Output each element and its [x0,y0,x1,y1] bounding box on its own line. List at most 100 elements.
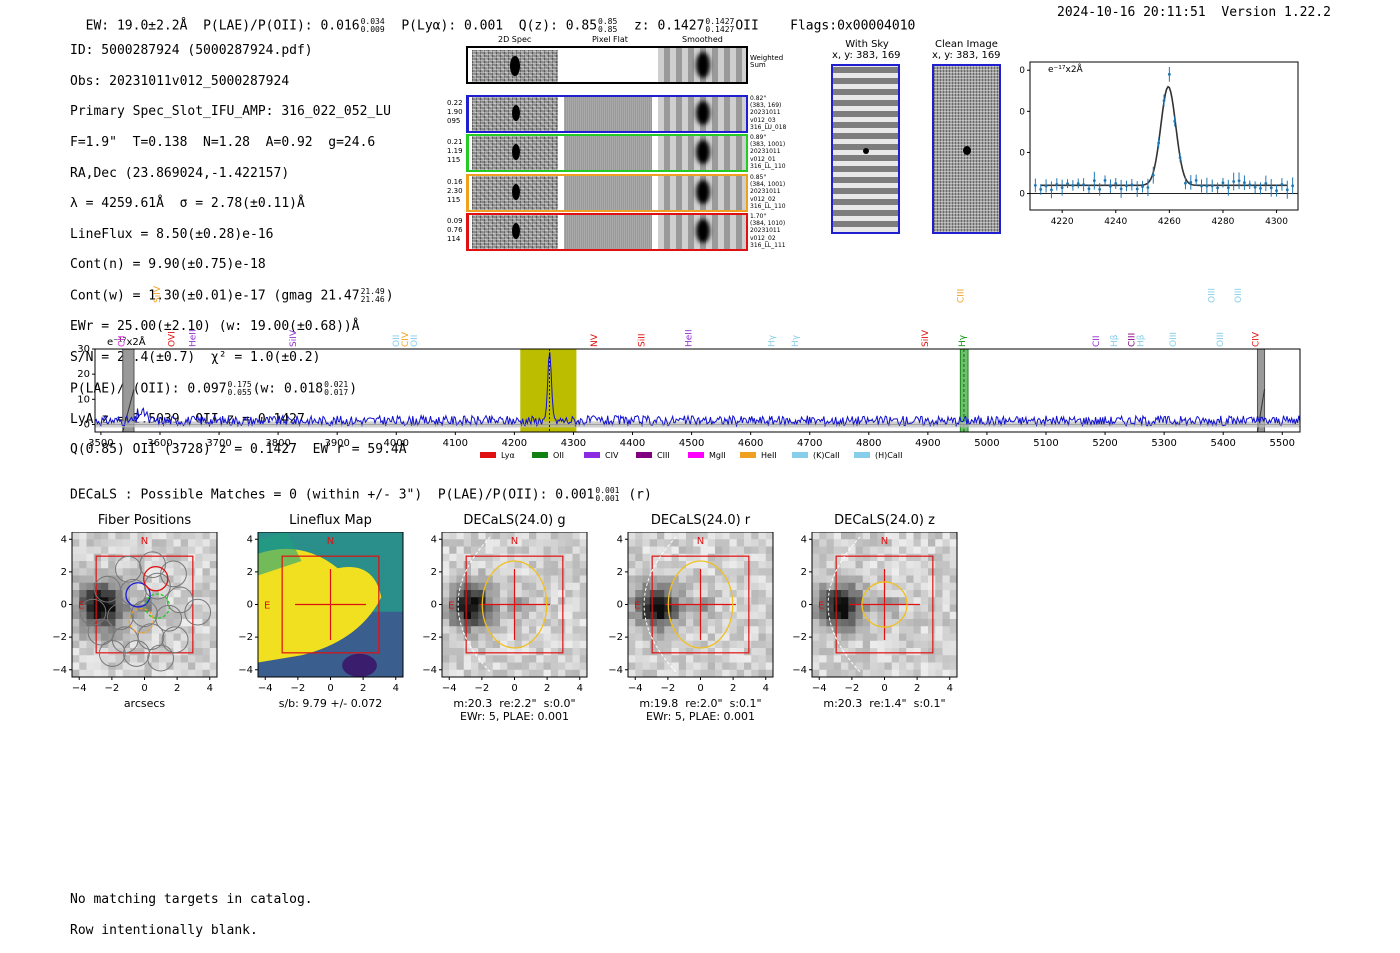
image-pixel [758,597,767,605]
image-pixel [693,648,701,656]
image-pixel [928,553,936,562]
image-pixel [758,590,767,598]
image-pixel [579,582,588,591]
image-pixel [812,568,820,576]
legend-swatch [532,452,548,458]
image-pixel [751,597,759,605]
image-pixel [899,640,907,649]
image-pixel [664,648,672,656]
image-pixel [671,655,680,663]
image-pixel [209,561,218,569]
image-pixel [862,640,871,649]
image-pixel [765,590,774,598]
image-pixel [891,662,900,671]
zoom-data-point [1275,189,1278,193]
image-pixel [558,532,566,540]
image-pixel [635,546,643,555]
image-pixel [514,640,523,649]
image-pixel [877,640,885,649]
image-pixel [565,640,573,649]
east-label: E [448,601,454,612]
image-pixel [884,539,893,547]
image-pixel [79,640,87,649]
image-pixel [209,633,218,642]
image-pixel [122,568,131,576]
image-pixel [449,553,457,562]
image-pixel [812,582,820,591]
image-pixel [877,553,885,562]
image-pixel [500,597,508,605]
datetime: 2024-10-16 20:11:51 [1057,5,1206,20]
image-pixel [86,669,95,678]
image-pixel [855,640,864,649]
image-pixel [884,655,893,663]
image-pixel [72,590,80,598]
image-pixel [686,633,694,642]
zoom-axes-frame [1029,61,1299,211]
image-pixel [514,539,523,547]
panel-xtick-label: 4 [947,683,953,694]
image-pixel [180,568,189,576]
image-pixel [442,568,450,576]
image-pixel [693,619,701,627]
image-pixel [579,546,588,555]
image-pixel [471,669,479,678]
image-pixel [949,561,958,569]
fiber-circle [161,626,189,654]
image-pixel [826,626,835,634]
image-pixel [202,539,211,547]
image-pixel [188,648,196,656]
image-pixel [935,561,943,569]
image-pixel [758,553,767,562]
image-pixel [942,561,951,569]
image-pixel [507,611,515,620]
image-pixel [579,648,588,656]
panel-xtick-label: 4 [207,683,213,694]
image-pixel [942,568,951,576]
image-pixel [884,633,893,642]
panel-xtick-label: 0 [327,683,333,694]
image-pixel [841,648,849,656]
fiber-circle [98,640,126,667]
image-pixel [664,546,672,555]
image-pixel [514,575,523,584]
image-pixel [529,633,537,642]
image-pixel [514,590,523,598]
image-pixel [572,655,581,663]
image-pixel [79,568,87,576]
image-pixel [920,655,929,663]
image-pixel [529,662,537,671]
image-pixel [942,553,951,562]
fiber-circle [115,555,142,583]
image-pixel [693,575,701,584]
image-pixel [108,590,116,598]
image-pixel [635,655,643,663]
image-pixel [572,539,581,547]
image-pixel [819,662,827,671]
image-pixel [471,626,479,634]
decals-panel-2: DECaLS(24.0) g N E −4 −2 0 2 4 4 2 0 −2 −4 m:20.3 re:… [412,512,597,727]
image-pixel [536,546,544,555]
image-pixel [101,553,109,562]
image-pixel [649,604,658,613]
image-pixel [899,568,907,576]
image-pixel [93,532,102,540]
image-pixel [471,539,479,547]
image-pixel [108,604,116,613]
image-pixel [101,532,109,540]
image-pixel [891,597,900,605]
image-pixel [729,619,738,627]
image-pixel [812,611,820,620]
image-pixel [686,640,694,649]
image-pixel [877,532,885,540]
full-xtick-label: 5400 [1210,438,1235,449]
image-pixel [188,575,196,584]
image-pixel [558,648,566,656]
image-pixel [151,662,160,671]
image-pixel [744,582,752,591]
full-ytick-label: 20 [77,369,90,380]
image-pixel [463,619,472,627]
image-pixel [736,655,745,663]
image-pixel [819,626,827,634]
image-pixel [935,582,943,591]
